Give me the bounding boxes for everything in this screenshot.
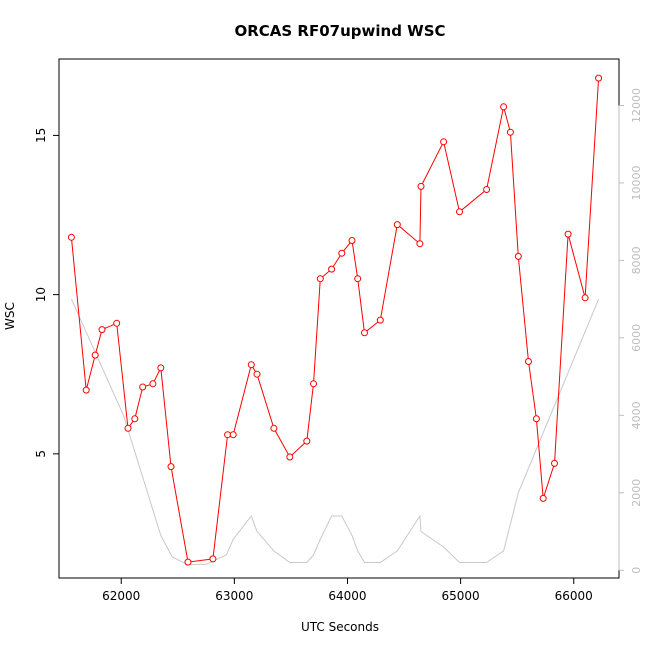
data-point: [167, 463, 175, 471]
series-line-secondary: [70, 298, 600, 565]
plot-area: [58, 58, 620, 579]
data-point: [286, 453, 294, 461]
data-point: [456, 208, 463, 216]
data-point: [82, 386, 90, 394]
data-point: [361, 329, 368, 337]
data-point: [316, 275, 324, 283]
data-point: [376, 316, 384, 324]
x-axis-label: UTC Seconds: [301, 620, 379, 634]
data-point: [113, 319, 121, 327]
y-tick-label: 15: [34, 128, 48, 143]
data-point: [348, 237, 356, 244]
y2-tick-label: 10000: [630, 165, 643, 200]
data-point: [514, 252, 522, 260]
y2-tick-label: 6000: [630, 324, 643, 352]
chart-title: ORCAS RF07upwind WSC: [234, 22, 445, 40]
data-point: [354, 275, 362, 283]
data-point: [124, 424, 132, 432]
x-axis: 62000 63000 64000 65000 66000: [102, 577, 593, 603]
y-axis: 5 10 15: [34, 128, 60, 458]
data-point: [98, 326, 106, 334]
x-tick-label: 65000: [442, 589, 480, 603]
data-point: [247, 361, 255, 369]
data-point: [303, 437, 311, 445]
data-point: [149, 380, 157, 388]
data-point: [551, 459, 558, 467]
x-tick-label: 62000: [102, 589, 140, 603]
data-point: [131, 415, 139, 423]
data-point: [310, 380, 317, 388]
data-point: [393, 221, 401, 229]
data-point: [157, 364, 165, 372]
y-tick-label: 10: [34, 287, 48, 302]
x-tick-label: 66000: [555, 589, 593, 603]
data-point: [532, 415, 540, 423]
data-point: [328, 265, 336, 273]
data-point: [139, 383, 147, 391]
data-point: [506, 128, 514, 136]
x-tick-label: 64000: [328, 589, 366, 603]
y2-axis-right: 0 2000 4000 6000 8000 10000 12000: [618, 88, 643, 574]
data-point: [270, 424, 278, 432]
data-point: [184, 558, 192, 566]
data-point: [500, 103, 508, 111]
data-point: [581, 294, 589, 302]
data-point: [67, 233, 75, 241]
data-point: [564, 230, 572, 238]
data-point: [91, 351, 99, 359]
y2-tick-label: 4000: [630, 401, 643, 429]
data-point: [416, 240, 424, 248]
y2-tick-label: 12000: [630, 88, 643, 123]
data-point: [440, 138, 448, 146]
y2-tick-label: 8000: [630, 246, 643, 274]
y2-tick-label: 0: [630, 567, 643, 574]
data-point: [483, 186, 491, 193]
data-point: [417, 182, 425, 190]
data-point: [229, 431, 237, 439]
plot-frame: [58, 58, 620, 579]
y-axis-label: WSC: [3, 302, 17, 330]
data-point: [539, 494, 547, 502]
y2-tick-label: 2000: [630, 479, 643, 507]
data-point: [525, 358, 532, 365]
data-point: [338, 249, 346, 257]
data-point: [253, 370, 261, 378]
data-point: [595, 74, 603, 82]
x-tick-label: 63000: [215, 589, 253, 603]
data-point: [209, 555, 217, 563]
y-tick-label: 5: [34, 450, 48, 458]
